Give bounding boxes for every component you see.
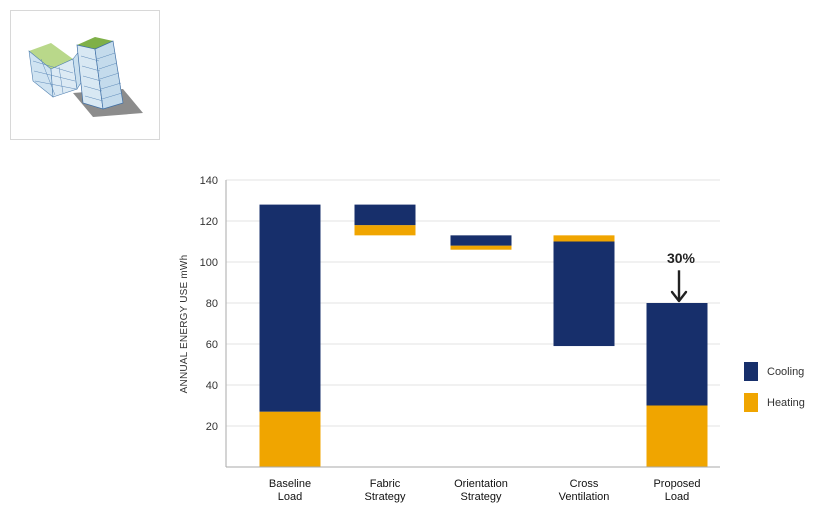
bar-cooling-4: [646, 303, 708, 406]
y-tick-labels: 20 40 60 80 100 120 140: [200, 175, 218, 433]
bar-heating-1: [354, 225, 416, 236]
category-labels: Baseline Load Fabric Strategy Orientation Str…: [269, 478, 701, 503]
bar-heating-3: [553, 235, 615, 242]
category-label: Proposed Load: [653, 478, 700, 503]
y-tick-label: 20: [206, 421, 218, 433]
y-axis-label: ANNUAL ENERGY USE mWh: [179, 255, 190, 394]
category-label: Orientation Strategy: [454, 478, 508, 503]
category-label: Fabric Strategy: [365, 478, 406, 503]
building-thumbnail: [10, 10, 160, 140]
axes: [225, 180, 720, 468]
annotation-arrow-head: [670, 290, 688, 303]
bar-heating-4: [646, 405, 708, 467]
y-tick-label: 40: [206, 380, 218, 392]
bar-cooling-1: [354, 204, 416, 226]
category-label: Baseline Load: [269, 478, 311, 503]
bars: [259, 204, 708, 467]
legend: Cooling Heating: [744, 362, 805, 412]
y-tick-label: 120: [200, 216, 218, 228]
y-tick-label: 140: [200, 175, 218, 187]
bar-cooling-0: [259, 204, 321, 412]
legend-label-cooling: Cooling: [767, 366, 804, 378]
legend-swatch-cooling: [744, 362, 758, 381]
annotations: 30%: [667, 250, 696, 303]
building-3d-model-icon: [28, 37, 143, 117]
bar-cooling-2: [450, 235, 512, 246]
category-label: Cross Ventilation: [559, 478, 610, 503]
bar-heating-2: [450, 245, 512, 250]
legend-label-heating: Heating: [767, 397, 805, 409]
y-tick-label: 80: [206, 298, 218, 310]
bar-heating-0: [259, 411, 321, 467]
y-tick-label: 60: [206, 339, 218, 351]
bar-cooling-3: [553, 241, 615, 347]
annotation-label: 30%: [667, 250, 696, 266]
y-tick-label: 100: [200, 257, 218, 269]
legend-swatch-heating: [744, 393, 758, 412]
